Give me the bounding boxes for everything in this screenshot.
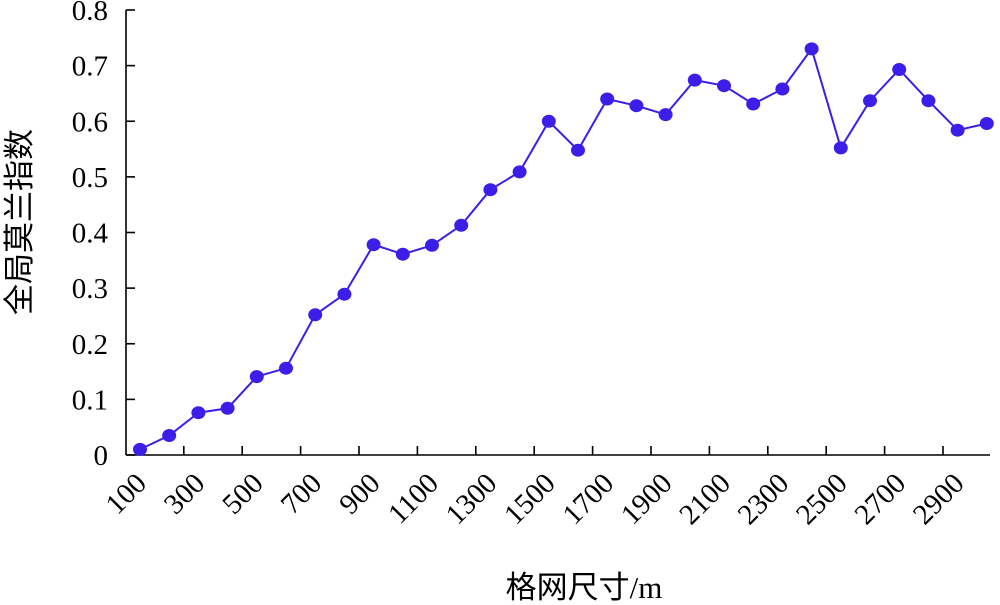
y-tick-label: 0.8 bbox=[72, 0, 108, 27]
x-tick-label: 900 bbox=[333, 467, 386, 520]
data-point bbox=[571, 143, 585, 157]
x-tick-label: 2100 bbox=[673, 467, 737, 531]
data-point bbox=[425, 238, 439, 252]
y-tick-label: 0.4 bbox=[72, 218, 109, 250]
data-point bbox=[541, 114, 556, 128]
x-tick-label: 1700 bbox=[557, 467, 621, 531]
data-point bbox=[658, 108, 673, 122]
data-point bbox=[833, 141, 848, 155]
data-point bbox=[337, 287, 352, 301]
data-point bbox=[395, 247, 410, 261]
data-point bbox=[775, 82, 790, 96]
y-tick-label: 0.5 bbox=[72, 162, 108, 194]
data-point bbox=[191, 406, 206, 420]
x-tick-label: 500 bbox=[216, 467, 269, 520]
x-tick-label: 2500 bbox=[790, 467, 854, 531]
x-tick-label: 2700 bbox=[849, 467, 913, 531]
x-tick-label: 1100 bbox=[382, 467, 445, 530]
data-point bbox=[366, 238, 381, 252]
y-tick-label: 0.7 bbox=[72, 51, 108, 83]
y-tick-label: 0.1 bbox=[72, 384, 108, 416]
data-point bbox=[162, 429, 177, 442]
x-tick-label: 1900 bbox=[615, 467, 679, 531]
data-point bbox=[133, 442, 147, 456]
data-point bbox=[921, 94, 936, 108]
x-tick-label: 1300 bbox=[440, 467, 504, 531]
x-axis-title: 格网尺寸/m bbox=[506, 570, 663, 605]
y-tick-label: 0.6 bbox=[72, 106, 108, 138]
data-point bbox=[687, 73, 702, 87]
y-ticks: 0 0.1 0.2 0.3 0.4 0.5 0.6 0.7 0.8 bbox=[72, 0, 135, 472]
data-point bbox=[746, 97, 761, 111]
data-point bbox=[979, 117, 994, 130]
y-tick-label: 0.3 bbox=[72, 273, 108, 305]
x-tick-label: 1500 bbox=[498, 467, 562, 531]
data-point bbox=[249, 370, 264, 384]
series-line bbox=[139, 46, 988, 451]
data-point bbox=[629, 99, 644, 113]
data-point bbox=[950, 123, 965, 137]
data-point bbox=[512, 165, 527, 179]
data-point bbox=[308, 308, 323, 322]
data-point bbox=[863, 94, 877, 108]
data-point bbox=[717, 79, 731, 93]
data-point bbox=[892, 63, 907, 76]
y-tick-label: 0 bbox=[94, 440, 109, 472]
x-tick-label: 300 bbox=[158, 467, 211, 520]
data-point bbox=[279, 361, 293, 375]
axes bbox=[125, 10, 990, 456]
x-tick-label: 100 bbox=[100, 467, 153, 520]
data-point bbox=[804, 42, 819, 56]
series bbox=[133, 42, 994, 456]
x-tick-label: 700 bbox=[275, 467, 328, 520]
x-tick-label: 2900 bbox=[907, 467, 971, 531]
data-point bbox=[600, 92, 615, 106]
data-point bbox=[454, 218, 469, 232]
y-tick-label: 0.2 bbox=[72, 329, 108, 361]
data-point bbox=[483, 183, 498, 197]
x-tick-label: 2300 bbox=[732, 467, 796, 531]
data-point bbox=[220, 401, 235, 415]
x-ticks: 100 300 500 700 9001100130015001700190021002… bbox=[100, 446, 971, 531]
y-axis-title: 全局莫兰指数 bbox=[2, 129, 37, 315]
